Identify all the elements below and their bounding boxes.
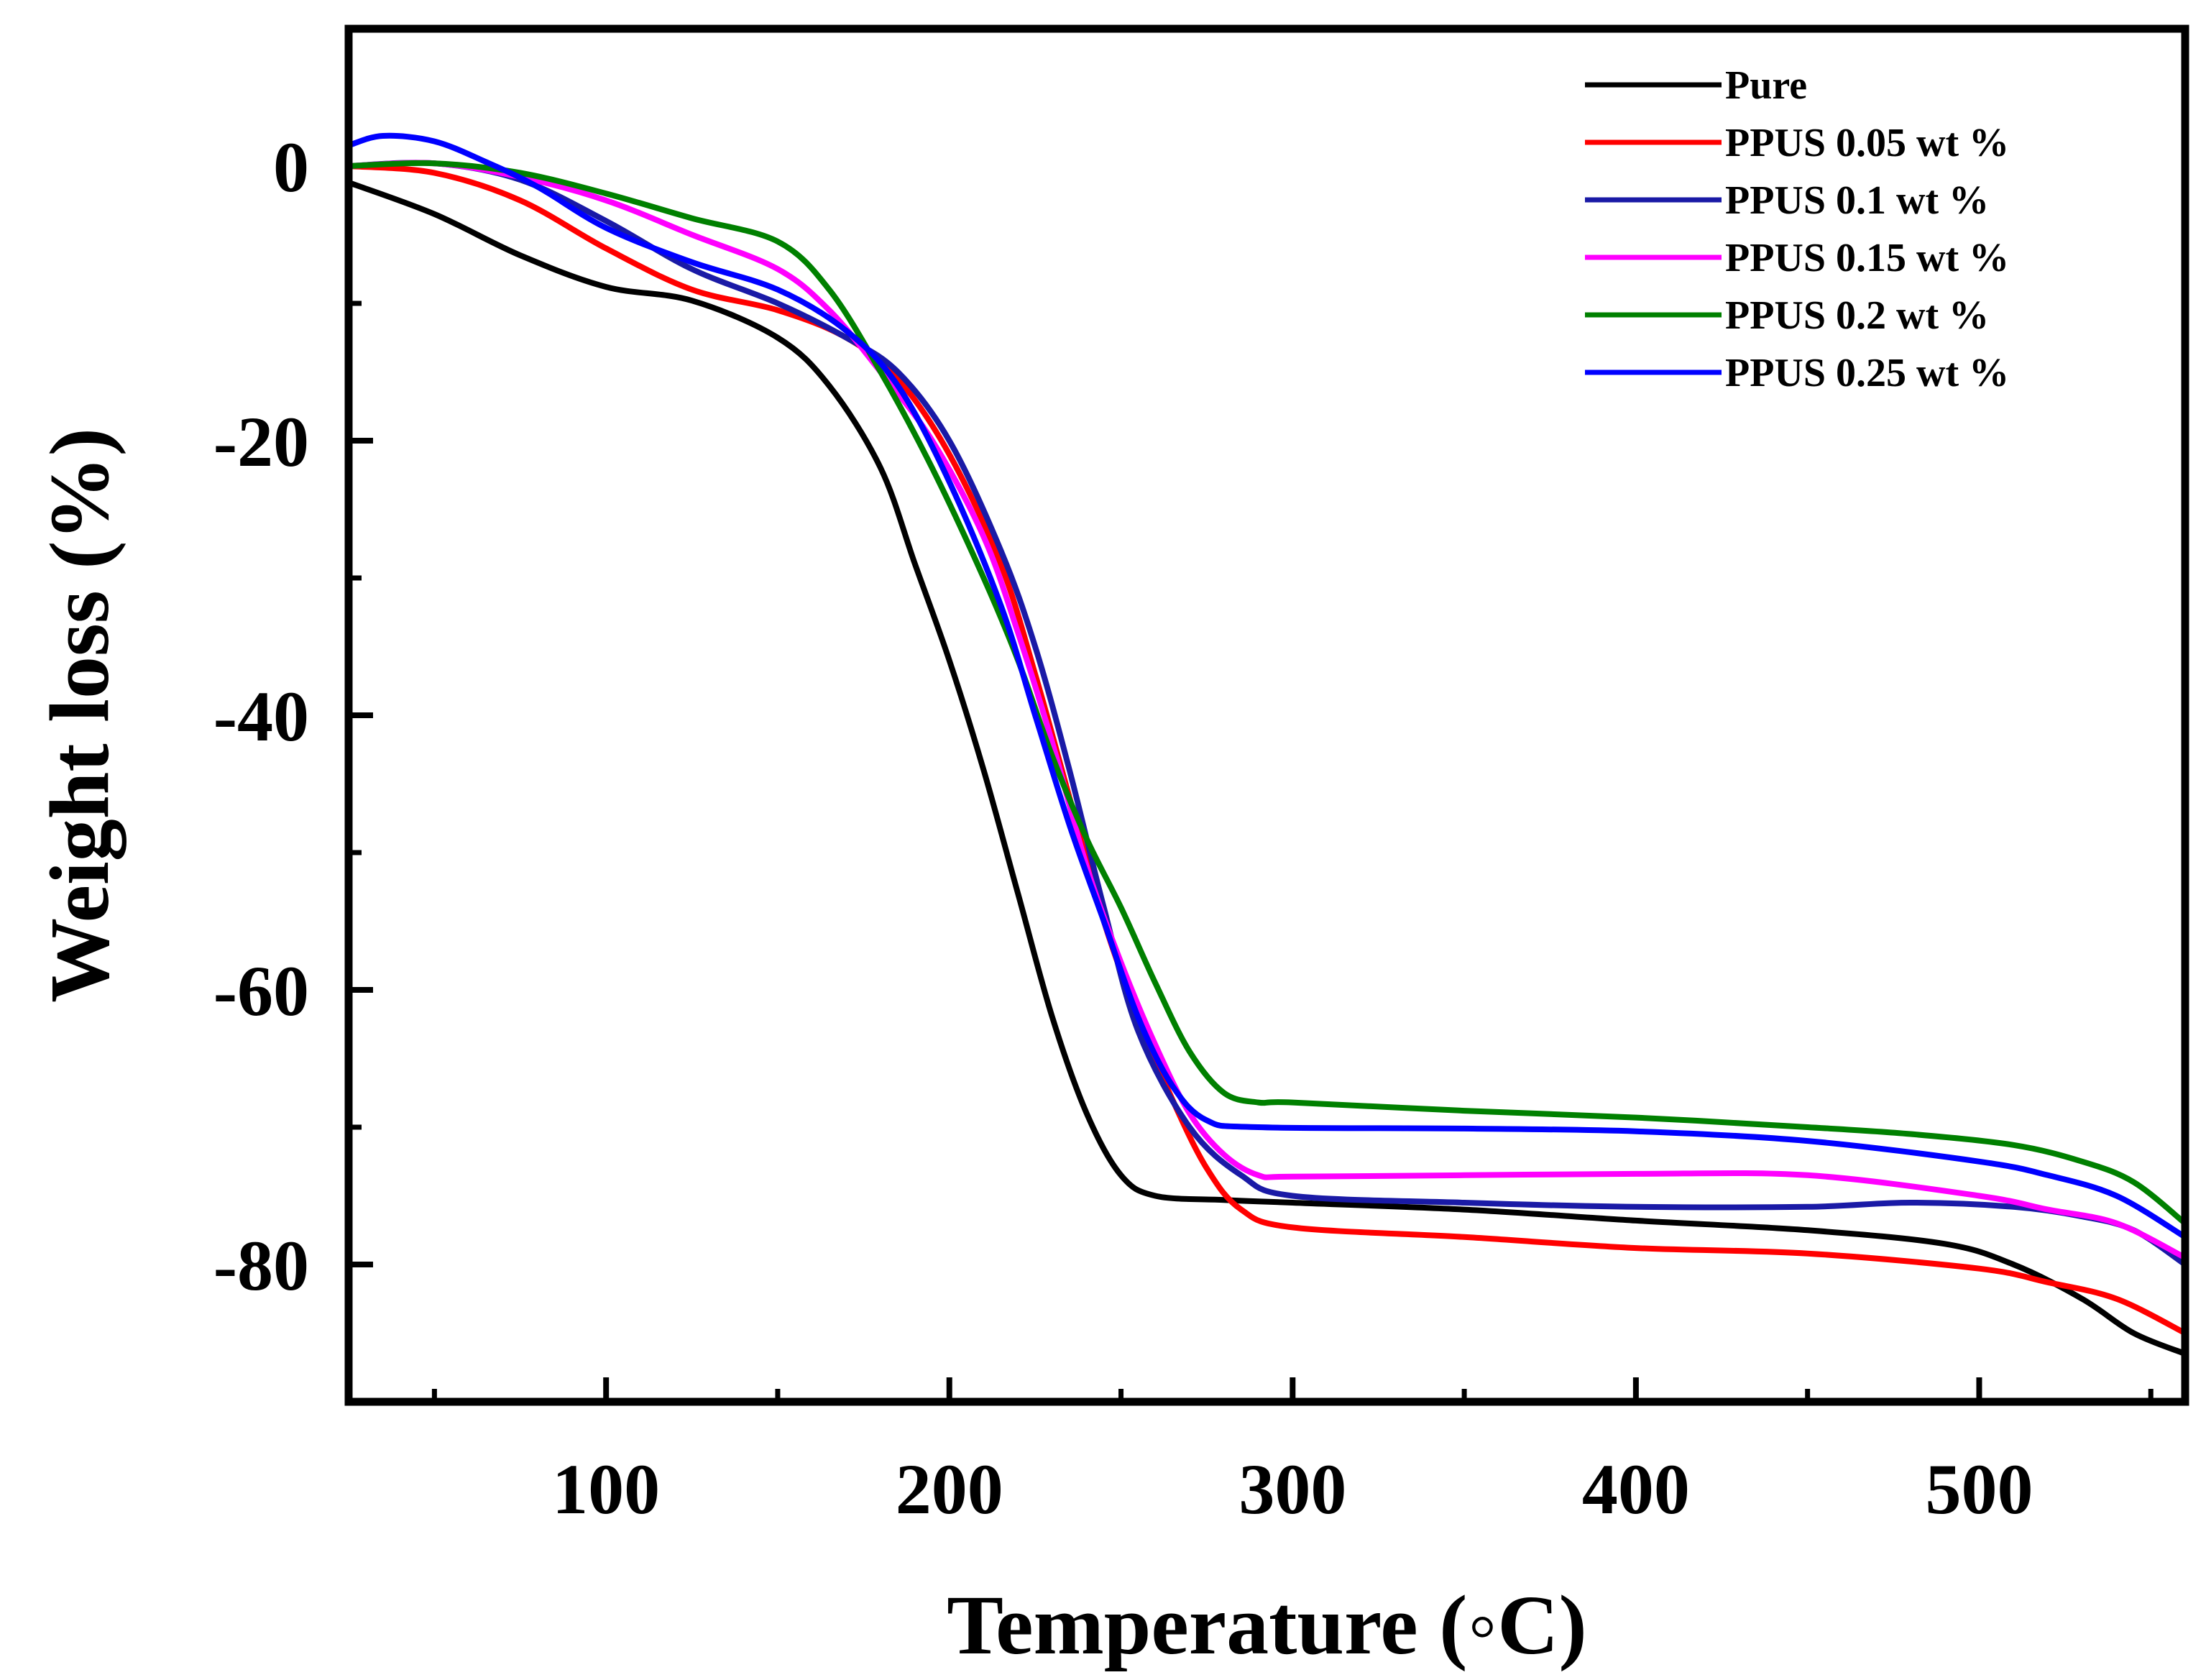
y-axis-title: Weight loss (%) [32, 428, 127, 1003]
legend-label-ppus-0-05-wt: PPUS 0.05 wt % [1725, 121, 2009, 165]
series-line-ppus-0-05-wt [346, 163, 2188, 1336]
series-line-pure [346, 179, 2188, 1357]
plot-frame [344, 24, 2189, 1406]
series-line-ppus-0-2-wt [346, 160, 2188, 1226]
legend-label-ppus-0-25-wt: PPUS 0.25 wt % [1725, 351, 2009, 395]
series-line-ppus-0-25-wt [346, 132, 2188, 1240]
legend-label-ppus-0-2-wt: PPUS 0.2 wt % [1725, 293, 1989, 338]
legend: Pure PPUS 0.05 wt % PPUS 0.1 wt % PPUS 0.15… [1585, 63, 2009, 395]
x-axis-title: Temperature (◦C) [947, 1578, 1587, 1672]
x-tick-label: 300 [1238, 1449, 1346, 1529]
y-tick-label: -40 [213, 676, 309, 756]
tick-labels: 100 200 300 400 500 0 -20 -40 -60 -80 [213, 127, 2033, 1529]
legend-label-ppus-0-1-wt: PPUS 0.1 wt % [1725, 178, 1989, 223]
x-tick-label: 500 [1925, 1449, 2033, 1529]
series-lines [346, 132, 2188, 1357]
x-tick-label: 200 [896, 1449, 1003, 1529]
legend-label-ppus-0-15-wt: PPUS 0.15 wt % [1725, 236, 2009, 280]
y-tick-label: -20 [213, 402, 309, 482]
x-tick-label: 100 [552, 1449, 660, 1529]
series-line-ppus-0-1-wt [346, 160, 2188, 1267]
legend-label-pure: Pure [1725, 63, 1807, 108]
y-tick-label: -60 [213, 951, 309, 1031]
y-tick-label: -80 [213, 1226, 309, 1305]
x-tick-label: 400 [1582, 1449, 1690, 1529]
y-tick-label: 0 [273, 127, 309, 207]
